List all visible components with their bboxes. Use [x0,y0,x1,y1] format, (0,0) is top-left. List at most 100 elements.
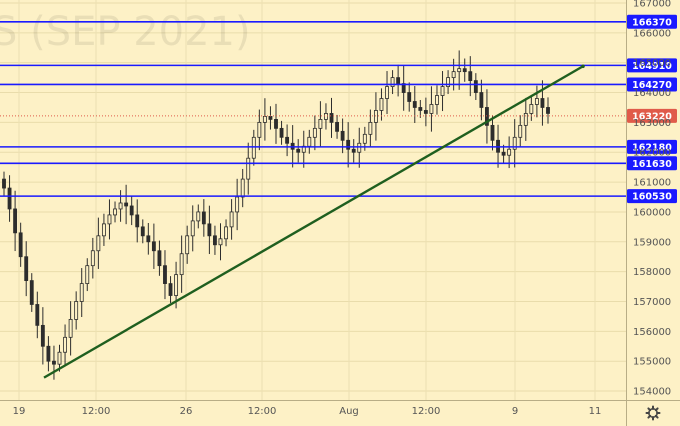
candle-body [473,80,478,93]
level-label-box [627,189,677,204]
candle-body [540,98,545,108]
gear-icon [645,405,661,421]
candle-body [57,351,62,365]
settings-button[interactable] [645,405,661,421]
candle-body [251,136,256,159]
x-tick-label: 19 [13,406,26,417]
candle-body [407,92,412,102]
candle-body [129,205,134,216]
x-tick-label: 12:00 [248,406,277,417]
candle-body [296,148,301,153]
y-tick-label: 159000 [633,237,671,248]
candle-body [279,127,284,138]
candle-body [523,113,528,126]
current-price-label: 163220 [632,111,672,122]
y-tick-label: 166000 [633,28,671,39]
candle-body [151,241,156,252]
candle-body [274,119,278,129]
candle-body [63,336,67,353]
candle-body [257,121,262,138]
y-tick-label: 158000 [633,267,671,278]
candle-body [174,274,179,296]
candle-body [207,223,212,237]
x-tick-label: 12:00 [82,406,111,417]
candle-body [457,68,462,73]
y-tick-label: 156000 [633,327,671,338]
candle-body [118,202,123,210]
candle-body [240,178,245,198]
candle-body [224,226,228,240]
candle-body [307,136,312,147]
level-label: 162180 [632,142,672,153]
y-tick-label: 164000 [633,88,671,99]
x-axis: 19 12:00 26 12:00 Aug 12:00 9 11 [0,400,680,417]
level-label-box [627,14,677,29]
candle-body [157,250,162,267]
candle-body [451,71,456,79]
candle-body [490,124,495,141]
level-label: 164910 [632,61,672,72]
candle-body [412,101,417,108]
candle-body [46,345,51,362]
candle-body [185,235,190,255]
x-tick-label: 9 [512,406,518,417]
candle-body [396,77,401,84]
candle-body [68,319,73,338]
candle-body [401,83,406,93]
candle-body [446,77,451,87]
candle-body [546,107,550,114]
candle-body [79,283,84,302]
candle-body [168,283,173,296]
candle-body [146,235,151,243]
candle-body [351,148,356,153]
trendline-end-dot [581,64,585,69]
candle-body [534,98,539,105]
candle-body [35,304,40,326]
candles [2,50,550,380]
candle-body [429,104,434,114]
level-label: 164270 [632,80,672,91]
candle-body [335,121,339,132]
candle-body [329,113,334,123]
candle-body [140,226,145,237]
candle-body [7,187,12,210]
candle-body [512,136,517,150]
candle-body [318,119,323,129]
candle-body [440,86,445,96]
y-tick-label: 162000 [633,148,671,159]
level-label: 161630 [632,159,672,170]
candle-body [2,178,6,189]
candle-body [435,95,439,105]
candle-body [196,211,201,222]
candle-body [268,116,273,120]
x-tick-label: 12:00 [412,406,441,417]
candle-body [529,104,534,114]
level-lines: 166370 164910 164270 162180 161630 160530 1632… [0,14,677,204]
candle-body [262,116,267,123]
candle-body [390,77,395,87]
candle-body [423,110,428,114]
y-tick-label: 160000 [633,207,671,218]
candle-body [229,211,234,228]
candle-body [190,220,195,237]
x-tick-label: 11 [589,406,602,417]
candle-body [312,127,317,138]
candle-body [13,208,18,234]
level-label-box [627,139,677,154]
x-tick-label: 26 [180,406,193,417]
candle-body [385,86,389,99]
candle-body [201,211,206,225]
candle-body [246,157,251,180]
candle-body [90,250,95,267]
candle-body [373,110,378,123]
level-label-box [627,77,677,92]
candle-body [368,121,373,135]
candle-body [340,130,345,141]
candle-body [218,238,223,246]
gear-ring [648,408,658,418]
candle-body [135,214,140,228]
candle-body [518,124,523,138]
candle-body [213,235,217,246]
candle-body [357,142,362,153]
